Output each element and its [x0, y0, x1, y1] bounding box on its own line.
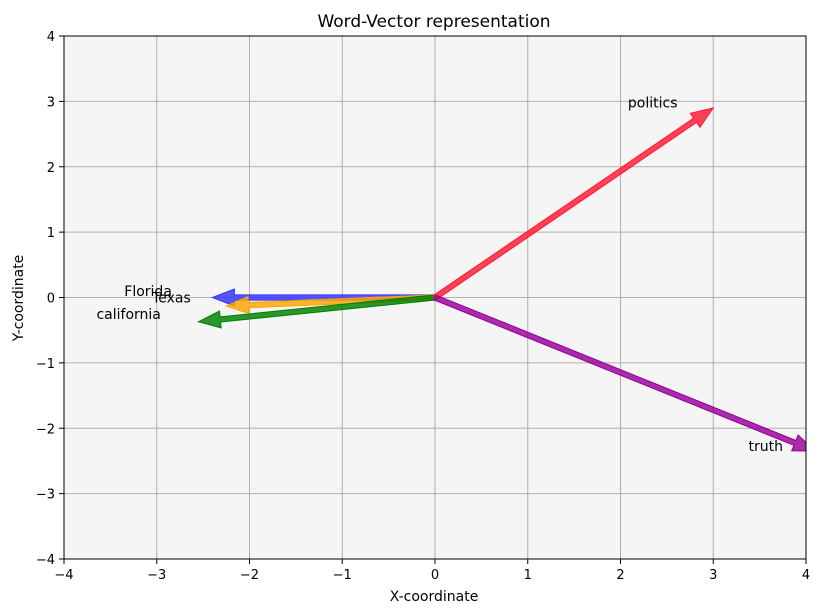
vector-label-texas: Texas: [151, 291, 191, 307]
y-axis-label: Y-coordinate: [11, 255, 27, 343]
vectors: [197, 107, 806, 452]
x-tick-label: 2: [616, 568, 624, 583]
vector-label-california: california: [96, 307, 160, 323]
y-tick-label: 2: [47, 161, 55, 176]
x-axis-label: X-coordinate: [390, 589, 479, 605]
x-tick-label: −1: [333, 568, 352, 583]
y-tick-label: 1: [47, 226, 55, 241]
vector-arrow-truth: [433, 294, 806, 452]
chart-title: Word-Vector representation: [317, 12, 550, 32]
vector-label-truth: truth: [748, 439, 782, 455]
x-tick-label: −4: [54, 568, 73, 583]
vector-label-politics: politics: [628, 96, 678, 112]
x-tick-label: −2: [240, 568, 259, 583]
vector-arrow-california: [197, 294, 436, 329]
y-axis-ticks: −4 −3 −2 −1 0 1 2 3 4: [36, 30, 64, 568]
y-tick-label: −4: [36, 553, 55, 568]
y-tick-label: −3: [36, 488, 55, 503]
y-tick-label: −1: [36, 357, 55, 372]
x-tick-label: 1: [524, 568, 532, 583]
x-tick-label: 0: [431, 568, 439, 583]
x-tick-label: 4: [802, 568, 810, 583]
y-tick-label: −2: [36, 422, 55, 437]
y-tick-label: 3: [47, 95, 55, 110]
vector-arrow-politics: [432, 107, 715, 301]
vector-label-florida: Florida: [124, 284, 172, 300]
x-tick-label: −3: [147, 568, 166, 583]
y-tick-label: 0: [47, 292, 55, 307]
x-tick-label: 3: [709, 568, 717, 583]
x-axis-ticks: −4 −3 −2 −1 0 1 2 3 4: [54, 559, 810, 583]
y-tick-label: 4: [47, 30, 55, 45]
